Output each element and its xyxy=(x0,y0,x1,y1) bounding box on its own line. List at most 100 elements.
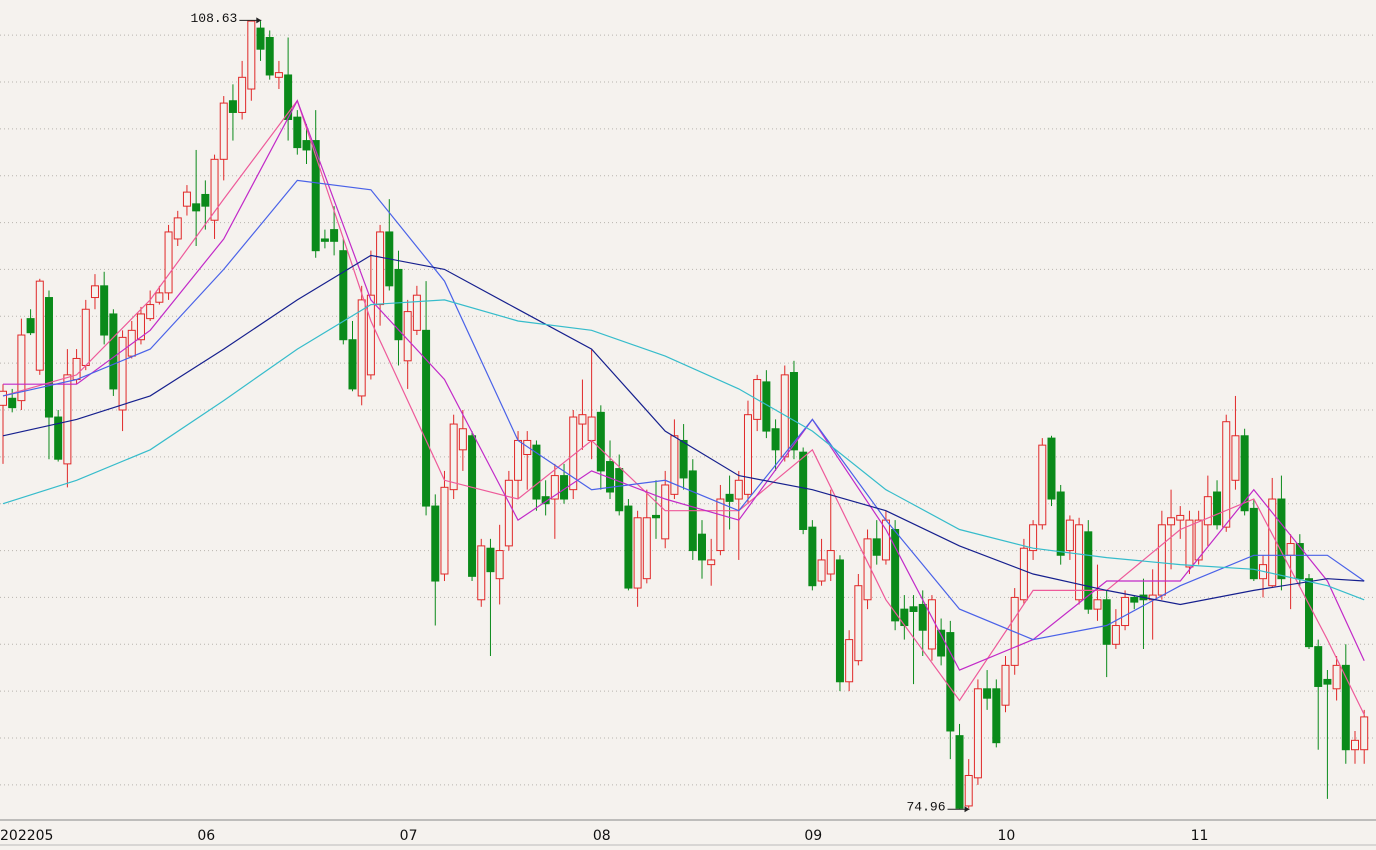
candle-body xyxy=(900,608,909,627)
candle-body xyxy=(973,688,982,779)
candle-body xyxy=(1351,739,1359,751)
candle-body xyxy=(495,550,504,580)
x-tick-label: 09 xyxy=(804,828,822,844)
candle-body xyxy=(891,528,900,622)
candle-body xyxy=(1341,664,1350,751)
candle-body xyxy=(256,27,265,50)
candle-body xyxy=(1111,625,1120,645)
candle-body xyxy=(808,526,817,587)
candle-body xyxy=(348,339,357,390)
candle-body xyxy=(1286,543,1295,556)
candle-body xyxy=(514,439,523,481)
candle-body xyxy=(44,297,53,418)
moving-average-line xyxy=(2,99,1365,715)
candle-body xyxy=(1194,519,1203,561)
candle-body xyxy=(1176,514,1185,521)
x-tick-label: 08 xyxy=(593,828,611,844)
candle-body xyxy=(569,416,578,491)
extreme-label: 74.96 xyxy=(907,800,946,815)
candle-body xyxy=(1102,599,1111,645)
x-tick-label: 07 xyxy=(400,828,418,844)
candle-body xyxy=(1157,524,1166,596)
candle-body xyxy=(670,435,679,495)
candle-body xyxy=(541,496,550,505)
candle-body xyxy=(311,140,320,252)
candle-body xyxy=(1019,547,1028,601)
candle-body xyxy=(835,559,844,683)
candle-body xyxy=(26,318,35,334)
candle-body xyxy=(734,479,743,500)
candle-body xyxy=(1360,716,1369,751)
candle-body xyxy=(652,514,661,519)
candle-body xyxy=(477,545,486,601)
x-tick-label: 10 xyxy=(998,828,1016,844)
candle-body xyxy=(192,203,201,212)
candle-body xyxy=(1305,578,1314,648)
candle-body xyxy=(716,498,725,552)
candle-body xyxy=(679,439,688,479)
candle-body xyxy=(1185,519,1194,568)
moving-average-line xyxy=(3,99,1365,671)
candle-body xyxy=(422,329,431,507)
candle-body xyxy=(771,428,780,451)
x-tick-label: 202205 xyxy=(0,828,53,844)
candle-body xyxy=(136,313,145,341)
candle-body xyxy=(863,538,872,601)
candle-body xyxy=(826,550,835,575)
candle-body xyxy=(845,639,854,683)
candle-body xyxy=(1056,491,1065,556)
candle-body xyxy=(210,158,219,221)
candle-body xyxy=(376,231,385,306)
candle-body xyxy=(1314,646,1323,687)
candle-body xyxy=(330,229,339,242)
candle-body xyxy=(946,632,955,732)
candle-body xyxy=(927,599,936,650)
candle-body xyxy=(1047,437,1056,500)
candle-body xyxy=(458,428,467,451)
candle-body xyxy=(633,517,642,589)
candle-body xyxy=(238,76,247,113)
candle-body xyxy=(1277,498,1286,580)
candle-body xyxy=(412,294,421,331)
candle-body xyxy=(1075,524,1084,601)
candle-body xyxy=(992,688,1001,744)
candle-body xyxy=(799,451,808,530)
candle-body xyxy=(937,629,946,657)
extreme-label: 108.63 xyxy=(191,11,238,26)
candle-body xyxy=(532,444,541,500)
x-tick-label: 06 xyxy=(197,828,215,844)
candle-body xyxy=(1001,664,1010,706)
candle-body xyxy=(1093,599,1102,610)
candle-body xyxy=(789,372,798,451)
candle-body xyxy=(504,479,513,547)
candle-body xyxy=(109,313,118,390)
candle-body xyxy=(182,191,191,207)
candle-body xyxy=(909,606,918,612)
candle-body xyxy=(743,414,752,495)
candle-body xyxy=(964,774,973,807)
candle-body xyxy=(302,140,311,151)
candle-body xyxy=(440,486,449,575)
candle-body xyxy=(1231,435,1240,481)
candle-body xyxy=(624,505,633,589)
candle-body xyxy=(1332,664,1341,690)
candle-body xyxy=(8,397,17,409)
candle-body xyxy=(274,72,283,78)
candle-body xyxy=(1130,596,1139,603)
candle-body xyxy=(35,280,44,371)
moving-average-line xyxy=(2,179,1365,641)
candle-body xyxy=(63,374,72,465)
candle-body xyxy=(1084,531,1093,610)
candle-body xyxy=(523,439,532,456)
candle-body xyxy=(173,217,182,240)
candle-body xyxy=(265,36,274,76)
candle-body xyxy=(1268,498,1277,587)
candle-body xyxy=(1222,421,1231,528)
candle-body xyxy=(0,390,7,406)
candle-body xyxy=(164,231,173,294)
candle-body xyxy=(955,735,964,809)
candle-body xyxy=(81,308,90,366)
candle-body xyxy=(449,423,458,491)
candle-body xyxy=(486,547,495,573)
